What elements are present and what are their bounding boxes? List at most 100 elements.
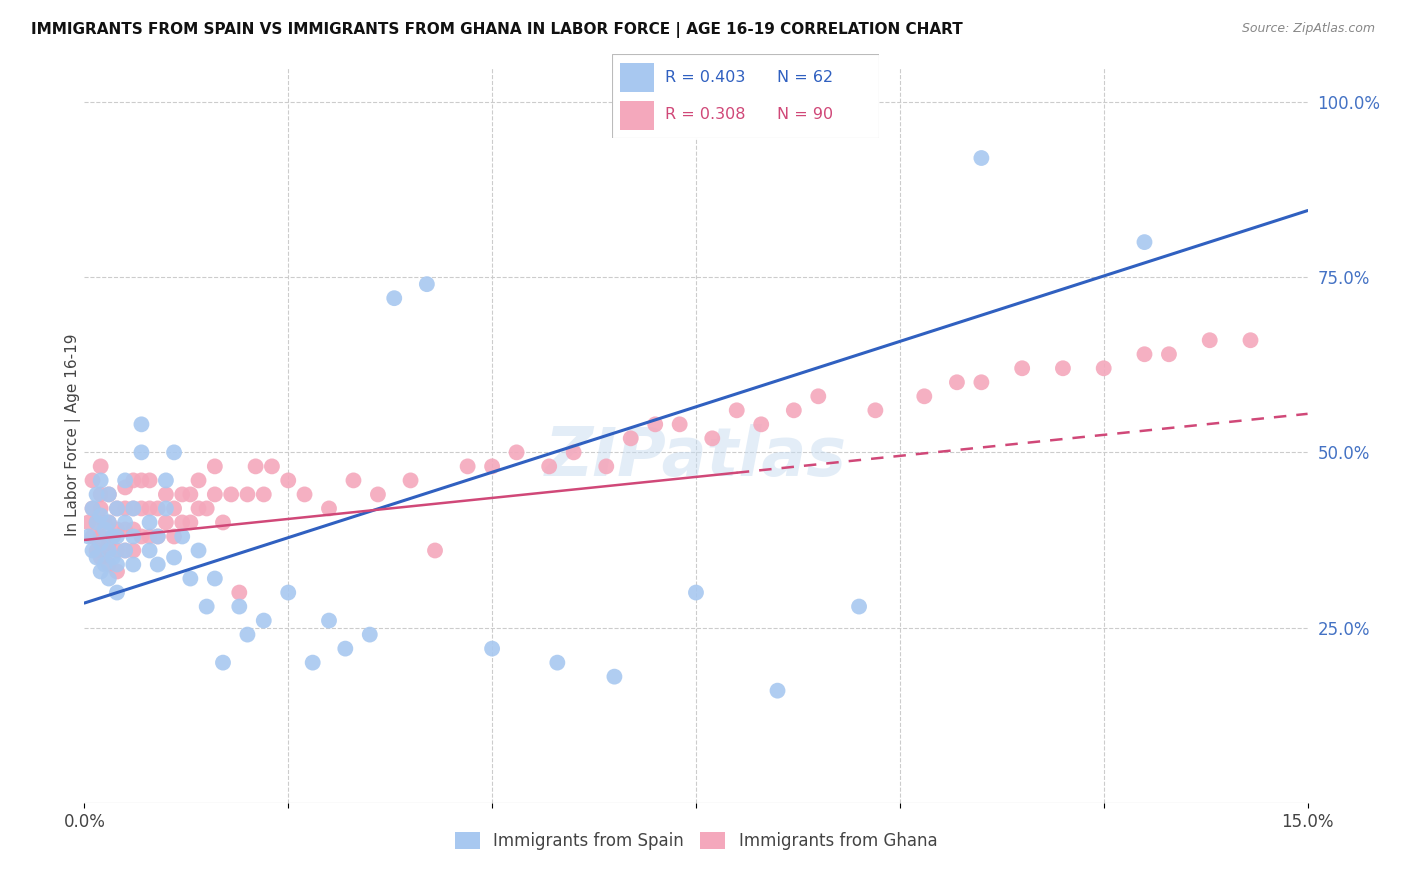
- Point: [301, 656, 323, 670]
- Point: [172, 516, 194, 530]
- Text: IMMIGRANTS FROM SPAIN VS IMMIGRANTS FROM GHANA IN LABOR FORCE | AGE 16-19 CORREL: IMMIGRANTS FROM SPAIN VS IMMIGRANTS FROM…: [31, 22, 963, 38]
- Point: [114, 543, 136, 558]
- Point: [90, 474, 112, 488]
- Point: [204, 487, 226, 501]
- Point: [105, 529, 128, 543]
- Point: [766, 683, 789, 698]
- Point: [93, 516, 115, 530]
- FancyBboxPatch shape: [620, 62, 654, 92]
- Point: [1052, 361, 1074, 376]
- Point: [86, 516, 108, 530]
- Point: [155, 501, 177, 516]
- Point: [1239, 333, 1261, 347]
- Point: [212, 656, 235, 670]
- Point: [1092, 361, 1115, 376]
- Point: [86, 543, 108, 558]
- Point: [82, 501, 104, 516]
- Point: [138, 543, 160, 558]
- Point: [277, 585, 299, 599]
- Point: [97, 536, 120, 550]
- Point: [146, 529, 169, 543]
- Point: [105, 585, 128, 599]
- Point: [93, 543, 115, 558]
- Point: [236, 487, 259, 501]
- Point: [253, 614, 276, 628]
- Point: [367, 487, 389, 501]
- Point: [86, 516, 108, 530]
- Point: [595, 459, 617, 474]
- Point: [97, 487, 120, 501]
- Point: [294, 487, 316, 501]
- Point: [620, 431, 643, 445]
- Text: ZIPatlas: ZIPatlas: [546, 424, 846, 490]
- Point: [245, 459, 267, 474]
- Point: [122, 558, 145, 572]
- Point: [538, 459, 561, 474]
- Point: [114, 474, 136, 488]
- Point: [155, 516, 177, 530]
- Y-axis label: In Labor Force | Age 16-19: In Labor Force | Age 16-19: [65, 334, 82, 536]
- Point: [105, 558, 128, 572]
- Point: [146, 529, 169, 543]
- Point: [1157, 347, 1180, 361]
- Point: [82, 501, 104, 516]
- Point: [318, 614, 340, 628]
- Point: [562, 445, 585, 459]
- Point: [179, 516, 201, 530]
- Point: [131, 501, 153, 516]
- Point: [342, 474, 364, 488]
- Point: [114, 480, 136, 494]
- Point: [1133, 235, 1156, 249]
- Point: [318, 501, 340, 516]
- Point: [138, 529, 160, 543]
- Point: [163, 501, 186, 516]
- Point: [212, 516, 235, 530]
- Point: [105, 523, 128, 537]
- Point: [807, 389, 830, 403]
- Point: [97, 543, 120, 558]
- Point: [90, 529, 112, 543]
- Point: [335, 641, 357, 656]
- FancyBboxPatch shape: [620, 101, 654, 130]
- Point: [187, 543, 209, 558]
- Point: [236, 627, 259, 641]
- Point: [146, 558, 169, 572]
- Point: [114, 543, 136, 558]
- Point: [644, 417, 666, 432]
- Point: [86, 487, 108, 501]
- Point: [163, 550, 186, 565]
- Point: [163, 445, 186, 459]
- Point: [90, 501, 112, 516]
- Point: [228, 585, 250, 599]
- Text: Source: ZipAtlas.com: Source: ZipAtlas.com: [1241, 22, 1375, 36]
- Point: [105, 501, 128, 516]
- Point: [122, 501, 145, 516]
- Point: [97, 516, 120, 530]
- Point: [122, 501, 145, 516]
- Point: [93, 523, 115, 537]
- Point: [82, 474, 104, 488]
- Point: [685, 585, 707, 599]
- Point: [179, 487, 201, 501]
- Point: [277, 474, 299, 488]
- Text: N = 62: N = 62: [778, 70, 834, 85]
- Point: [90, 508, 112, 523]
- Point: [416, 277, 439, 292]
- Point: [725, 403, 748, 417]
- Point: [179, 572, 201, 586]
- Point: [90, 536, 112, 550]
- Text: N = 90: N = 90: [778, 107, 834, 122]
- Point: [101, 550, 124, 565]
- Point: [260, 459, 283, 474]
- Point: [90, 565, 112, 579]
- Point: [172, 529, 194, 543]
- Point: [399, 474, 422, 488]
- Point: [77, 529, 100, 543]
- Point: [1198, 333, 1220, 347]
- Point: [146, 501, 169, 516]
- Point: [505, 445, 527, 459]
- Point: [970, 376, 993, 390]
- Point: [155, 474, 177, 488]
- Point: [93, 558, 115, 572]
- Point: [97, 487, 120, 501]
